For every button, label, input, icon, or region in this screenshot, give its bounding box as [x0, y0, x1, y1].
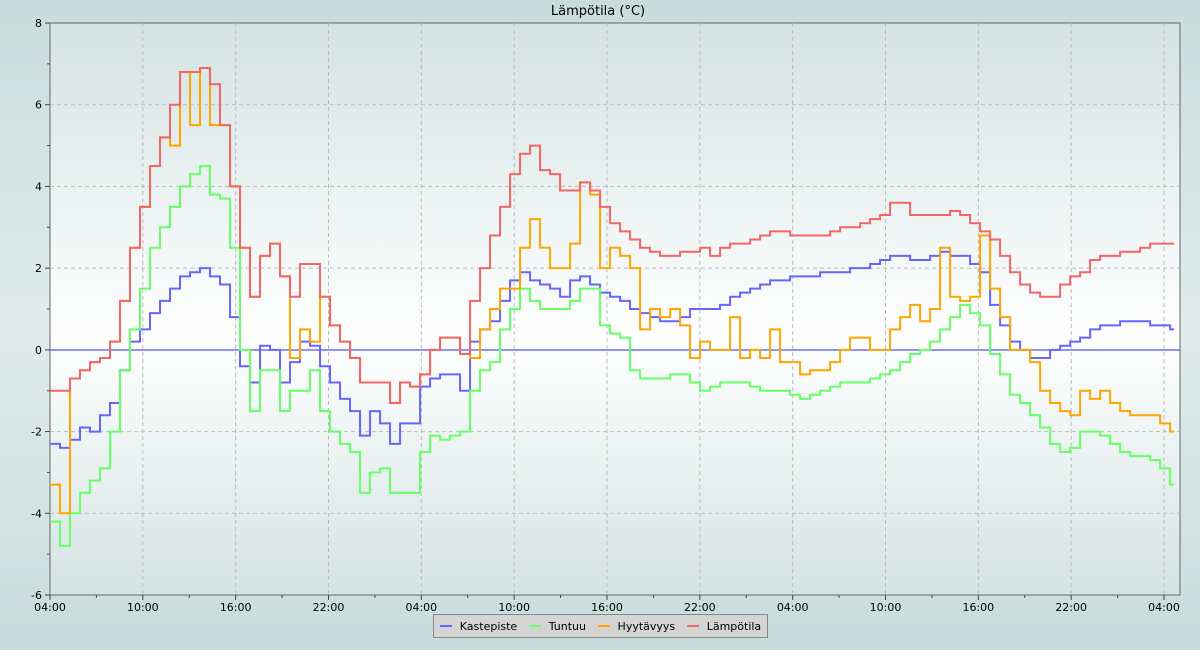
legend-label: Hyytävyys: [617, 619, 676, 633]
y-tick-label: 6: [35, 99, 42, 112]
legend-label: Kastepiste: [459, 619, 518, 633]
y-tick-label: 4: [35, 180, 42, 193]
x-tick-label: 16:00: [962, 601, 994, 614]
series-line-tuntuu: [50, 165, 1175, 547]
y-tick-label: -2: [31, 426, 42, 439]
y-tick-label: 2: [35, 262, 42, 275]
x-tick-label: 10:00: [870, 601, 902, 614]
x-tick-label: 10:00: [498, 601, 530, 614]
x-tick-label: 04:00: [34, 601, 66, 614]
plot-area: [49, 22, 1181, 596]
x-tick-label: 16:00: [591, 601, 623, 614]
y-tick-label: -6: [31, 589, 42, 602]
x-tick-label: 22:00: [1055, 601, 1087, 614]
x-tick-label: 16:00: [220, 601, 252, 614]
legend-item: Lämpötila: [686, 619, 762, 633]
x-tick-label: 04:00: [1148, 601, 1180, 614]
legend-item: Hyytävyys: [597, 619, 676, 633]
x-tick-label: 04:00: [777, 601, 809, 614]
y-tick-label: -4: [31, 507, 42, 520]
x-tick-label: 10:00: [127, 601, 159, 614]
x-tick-label: 22:00: [684, 601, 716, 614]
chart-title: Lämpötila (°C): [551, 4, 645, 19]
legend-swatch: [686, 625, 699, 627]
legend-item: Kastepiste: [439, 619, 518, 633]
legend-swatch: [597, 625, 610, 627]
legend-swatch: [528, 625, 541, 627]
y-tick-label: 8: [35, 17, 42, 30]
legend-label: Lämpötila: [706, 619, 762, 633]
series-line-lämpötila: [50, 66, 1175, 404]
x-tick-label: 04:00: [405, 601, 437, 614]
legend-item: Tuntuu: [528, 619, 586, 633]
legend-swatch: [439, 625, 452, 627]
legend-label: Tuntuu: [548, 619, 586, 633]
legend: Kastepiste Tuntuu Hyytävyys Lämpötila: [433, 614, 768, 638]
x-tick-label: 22:00: [313, 601, 345, 614]
y-tick-label: 0: [35, 344, 42, 357]
